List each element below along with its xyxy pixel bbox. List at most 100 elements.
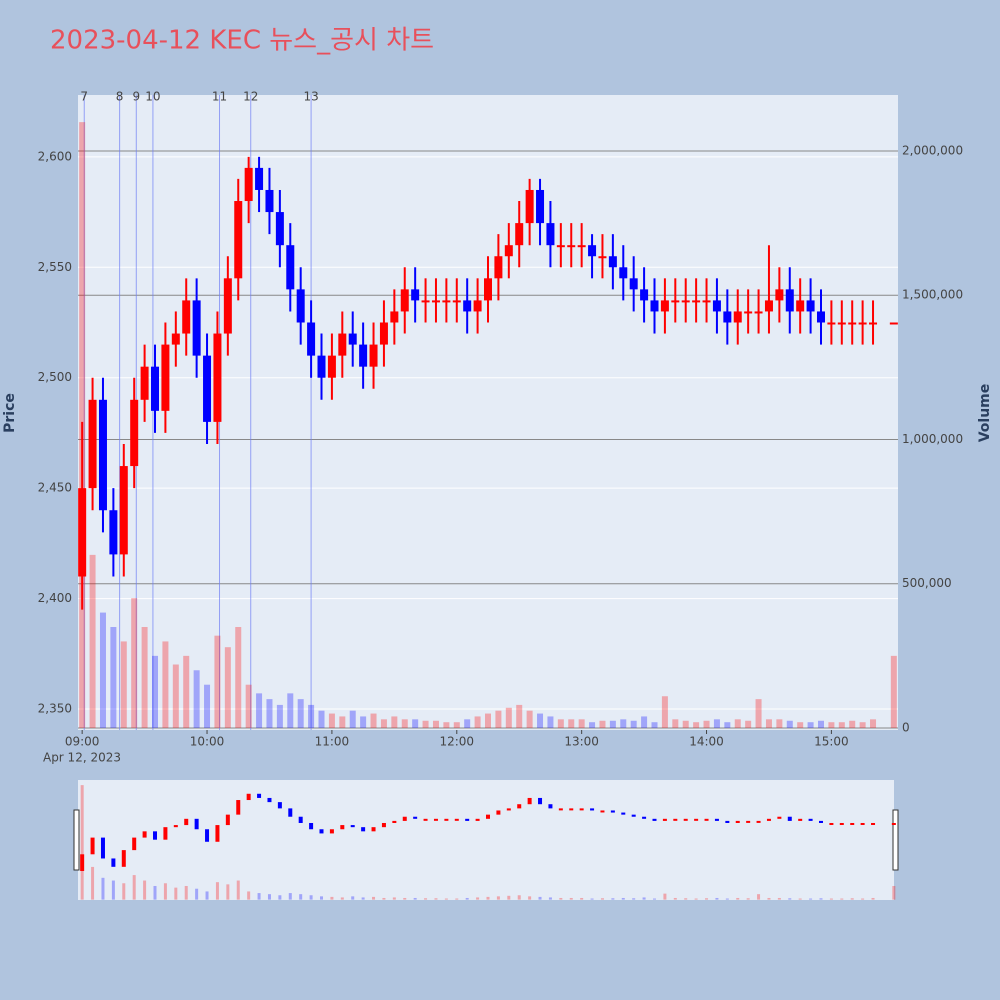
slider-candle [267, 797, 272, 803]
slider-volume [413, 897, 417, 900]
candle-body [255, 167, 264, 190]
slider-volume [486, 896, 490, 900]
slider-candle [100, 837, 105, 859]
slider-candle [548, 804, 553, 809]
slider-volume [205, 891, 209, 900]
candle-body [525, 189, 534, 224]
slider-candle [475, 818, 480, 821]
slider-volume [580, 897, 584, 900]
slider-volume [684, 898, 688, 900]
x-tick-label: 12:00 [439, 735, 474, 749]
y-tick-label: 2,500 [38, 370, 72, 384]
slider-volume [767, 897, 771, 900]
news-label: 10 [145, 90, 160, 104]
slider-candle [194, 818, 199, 830]
volume-bar [464, 719, 471, 728]
slider-volume [236, 880, 240, 900]
candle-body [660, 300, 669, 312]
slider-candle [600, 810, 605, 813]
volume-bar [172, 664, 179, 728]
candle-body [338, 333, 347, 356]
volume-bar [651, 722, 658, 728]
slider-volume [632, 898, 636, 900]
slider-candle [714, 818, 719, 821]
slider-candle [871, 822, 876, 825]
volume-bar [131, 598, 138, 728]
slider-candle [423, 818, 428, 821]
volume-bar [797, 722, 804, 728]
y-tick-label: 2,450 [38, 481, 72, 495]
slider-candle [829, 822, 834, 825]
candle-body [806, 300, 815, 312]
y2-tick-label: 0 [902, 720, 910, 734]
slider-volume [892, 885, 896, 900]
slider-handle[interactable] [73, 809, 80, 871]
volume-bar [245, 684, 252, 728]
range-slider[interactable] [78, 780, 894, 900]
candle-body [421, 300, 430, 303]
volume-bar [537, 713, 544, 728]
volume-bar [162, 641, 169, 728]
volume-bar [693, 722, 700, 728]
candle-body [650, 300, 659, 312]
candle-body [837, 322, 846, 325]
slider-volume [809, 898, 813, 900]
news-label: 7 [80, 90, 88, 104]
slider-candle [319, 829, 324, 834]
slider-candle [694, 818, 699, 821]
volume-bar [89, 554, 96, 728]
volume-bar [755, 699, 762, 728]
slider-volume [465, 897, 469, 900]
slider-candle [569, 808, 574, 811]
slider-volume [257, 893, 261, 900]
candle-body [723, 311, 732, 323]
slider-candle [590, 808, 595, 811]
candle-body [827, 322, 836, 325]
candle-body [213, 333, 222, 422]
candle-body [816, 311, 825, 323]
slider-candle [538, 797, 543, 805]
candle-body [307, 322, 316, 356]
slider-volume [819, 898, 823, 900]
volume-bar [235, 627, 242, 728]
slider-candle [818, 820, 823, 823]
slider-volume [372, 896, 376, 900]
candle-body [244, 167, 253, 202]
volume-bar [183, 655, 190, 728]
slider-candle [142, 831, 147, 838]
slider-candle [465, 818, 470, 821]
candle-body [390, 311, 399, 323]
slider-candle [735, 820, 740, 823]
slider-volume [340, 897, 344, 900]
slider-candle [111, 858, 116, 867]
candle-body [327, 355, 336, 378]
volume-bar [620, 719, 627, 728]
candle-body [546, 223, 555, 246]
slider-volume [559, 897, 563, 900]
y2-tick-label: 2,000,000 [902, 143, 963, 157]
slider-volume [590, 898, 594, 900]
volume-bar [724, 722, 731, 728]
volume-bar [547, 716, 554, 728]
slider-volume [517, 895, 521, 900]
candle-body [452, 300, 461, 303]
candle-body [130, 399, 139, 467]
slider-candle [90, 837, 95, 855]
slider-volume [569, 897, 573, 900]
slider-volume [725, 898, 729, 900]
candle-body [598, 256, 607, 259]
slider-candle [381, 822, 386, 828]
candle-body [431, 300, 440, 303]
slider-candle [558, 808, 563, 811]
slider-candle [215, 825, 220, 842]
slider-handle[interactable] [892, 809, 899, 871]
volume-bar [391, 716, 398, 728]
candle-body [567, 245, 576, 248]
volume-bar [589, 722, 596, 728]
volume-bar [120, 641, 127, 728]
slider-volume [736, 897, 740, 900]
slider-candle [673, 818, 678, 821]
x-tick-label: 13:00 [564, 735, 599, 749]
volume-bar [526, 710, 533, 728]
